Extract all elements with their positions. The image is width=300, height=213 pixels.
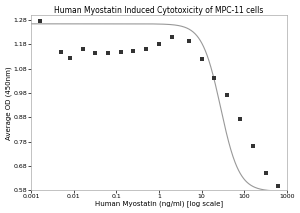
Point xyxy=(68,56,72,59)
Point xyxy=(93,51,98,55)
Point xyxy=(238,117,242,120)
Point xyxy=(276,185,281,188)
Point xyxy=(186,39,191,43)
X-axis label: Human Myostatin (ng/ml) [log scale]: Human Myostatin (ng/ml) [log scale] xyxy=(95,201,223,207)
Point xyxy=(280,192,285,196)
Point xyxy=(80,48,85,51)
Point xyxy=(212,77,217,80)
Point xyxy=(225,94,230,97)
Point xyxy=(131,49,136,52)
Point xyxy=(38,20,42,23)
Point xyxy=(250,145,255,148)
Point xyxy=(157,43,161,46)
Point xyxy=(263,171,268,175)
Point xyxy=(118,50,123,53)
Point xyxy=(144,48,148,51)
Y-axis label: Average OD (450nm): Average OD (450nm) xyxy=(6,66,12,140)
Point xyxy=(169,36,174,39)
Point xyxy=(199,57,204,61)
Point xyxy=(59,50,64,53)
Point xyxy=(106,51,110,55)
Title: Human Myostatin Induced Cytotoxicity of MPC-11 cells: Human Myostatin Induced Cytotoxicity of … xyxy=(54,6,264,14)
